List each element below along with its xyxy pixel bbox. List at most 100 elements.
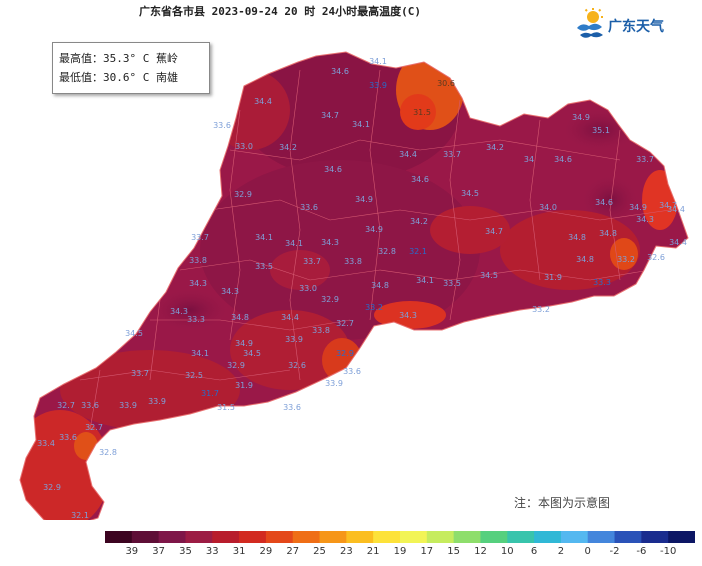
station-temperature-label: 34.3: [636, 215, 654, 224]
station-temperature-label: 34.3: [321, 238, 339, 247]
color-bar-segment: [158, 531, 186, 543]
station-temperature-label: 34.6: [411, 175, 429, 184]
station-temperature-label: 34.6: [554, 155, 572, 164]
color-bar: [105, 531, 695, 543]
color-bar-segment: [426, 531, 455, 543]
color-bar-segment: [641, 531, 669, 543]
color-bar-segment: [507, 531, 535, 543]
station-temperature-label: 32.9: [227, 361, 245, 370]
station-temperature-label: 32.7: [85, 423, 103, 432]
station-temperature-label: 34.9: [235, 339, 253, 348]
color-bar-tick-label: 6: [530, 546, 538, 557]
station-temperature-label: 33.9: [148, 397, 166, 406]
station-temperature-label: 33.6: [81, 401, 99, 410]
color-bar-tick-label: 29: [259, 546, 273, 557]
station-temperature-label: 33.9: [325, 379, 343, 388]
color-bar-tick-label: 23: [339, 546, 353, 557]
station-temperature-label: 33.2: [365, 303, 383, 312]
station-temperature-label: 34.5: [461, 189, 479, 198]
color-bar-segment: [373, 531, 401, 543]
station-temperature-label: 34.1: [255, 233, 273, 242]
station-temperature-label: 32.7: [57, 401, 75, 410]
station-temperature-label: 33.9: [369, 81, 387, 90]
station-temperature-label: 31.9: [544, 273, 562, 282]
station-temperature-label: 33.7: [131, 369, 149, 378]
county-borders: [79, 69, 671, 431]
color-bar-tick-label: 15: [447, 546, 460, 557]
station-temperature-label: 33.2: [532, 305, 550, 314]
station-temperature-label: 34.4: [399, 150, 417, 159]
station-temperature-label: 33.6: [343, 367, 361, 376]
color-bar-tick-label: 12: [474, 546, 487, 557]
max-value-line: 最高值：35.3° C 蕉岭: [59, 52, 178, 65]
color-bar-tick-label: -6: [636, 546, 647, 557]
station-temperature-label: 34: [524, 155, 534, 164]
station-temperature-label: 34.6: [324, 165, 342, 174]
color-bar-tick-label: 31: [232, 546, 246, 557]
station-temperature-label: 32.8: [378, 247, 396, 256]
color-bar-tick-label: -10: [660, 546, 677, 557]
color-bar-segment: [131, 531, 160, 543]
station-temperature-label: 33.7: [303, 257, 321, 266]
station-temperature-label: 33.4: [37, 439, 55, 448]
station-temperature-label: 32.5: [185, 371, 203, 380]
station-temperature-label: 33.9: [285, 335, 303, 344]
station-temperature-label: 33.6: [283, 403, 301, 412]
color-bar-segment: [105, 531, 133, 543]
color-bar-segment: [560, 531, 589, 543]
station-temperature-label: 31.7: [201, 389, 219, 398]
station-temperature-label: 34.3: [170, 307, 188, 316]
logo-text: 广东天气: [608, 19, 664, 35]
color-bar-segment: [480, 531, 508, 543]
color-bar-tick-label: 21: [366, 546, 380, 557]
station-temperature-label: 33.7: [443, 150, 461, 159]
station-temperature-label: 34.4: [669, 238, 687, 247]
min-value-line: 最低值：30.6° C 南雄: [59, 71, 178, 84]
station-temperature-label: 33.5: [255, 262, 273, 271]
color-bar-tick-label: -2: [609, 546, 620, 557]
station-temperature-label: 33.6: [59, 433, 77, 442]
color-bar-tick-label: 2: [557, 546, 565, 557]
color-bar-tick-label: 33: [205, 546, 219, 557]
station-temperature-label: 34.7: [321, 111, 339, 120]
extremes-box: 最高值：35.3° C 蕉岭 最低值：30.6° C 南雄: [52, 42, 210, 94]
station-temperature-label: 34.9: [572, 113, 590, 122]
station-temperature-label: 34.6: [331, 67, 349, 76]
station-temperature-label: 34.1: [352, 120, 370, 129]
station-temperature-label: 34.1: [369, 57, 387, 66]
station-temperature-label: 35.1: [592, 126, 610, 135]
station-temperature-label: 34.2: [279, 143, 297, 152]
station-temperature-label: 34.6: [595, 198, 613, 207]
color-bar-tick-label: 10: [500, 546, 514, 557]
station-temperature-label: 34.2: [410, 217, 428, 226]
station-temperature-label: 34.3: [221, 287, 239, 296]
station-temperature-label: 34.0: [539, 203, 557, 212]
color-bar-tick-label: 35: [179, 546, 192, 557]
station-temperature-label: 31.5: [217, 403, 235, 412]
station-temperature-label: 32.9: [234, 190, 252, 199]
station-temperature-label: 34.2: [486, 143, 504, 152]
station-temperature-label: 34.9: [629, 203, 647, 212]
station-temperature-label: 33.0: [235, 142, 253, 151]
color-bar-segment: [453, 531, 481, 543]
station-temperature-label: 33.6: [300, 203, 318, 212]
station-temperature-label: 33.3: [593, 278, 611, 287]
color-bar-segment: [212, 531, 240, 543]
station-temperature-label: 33.5: [443, 279, 461, 288]
station-temperature-label: 34.4: [667, 205, 685, 214]
color-bar-tick-label: 17: [420, 546, 434, 557]
station-temperature-label: 33.8: [312, 326, 330, 335]
station-temperature-label: 34.8: [599, 229, 617, 238]
color-bar-segment: [346, 531, 374, 543]
station-temperature-label: 32.7: [336, 319, 354, 328]
station-temperature-label: 31.9: [235, 381, 253, 390]
color-bar-segment: [587, 531, 616, 543]
station-temperature-label: 32.1: [71, 511, 89, 520]
color-bar-segment: [668, 531, 695, 543]
station-temperature-label: 30.6: [437, 79, 455, 88]
station-temperature-label: 32.9: [43, 483, 61, 492]
station-temperature-label: 34.5: [125, 329, 143, 338]
station-temperature-label: 32.8: [99, 448, 117, 457]
station-temperature-label: 32.6: [288, 361, 306, 370]
guangdong-temperature-map: 34.634.130.631.533.933.634.434.734.133.0…: [19, 51, 689, 520]
